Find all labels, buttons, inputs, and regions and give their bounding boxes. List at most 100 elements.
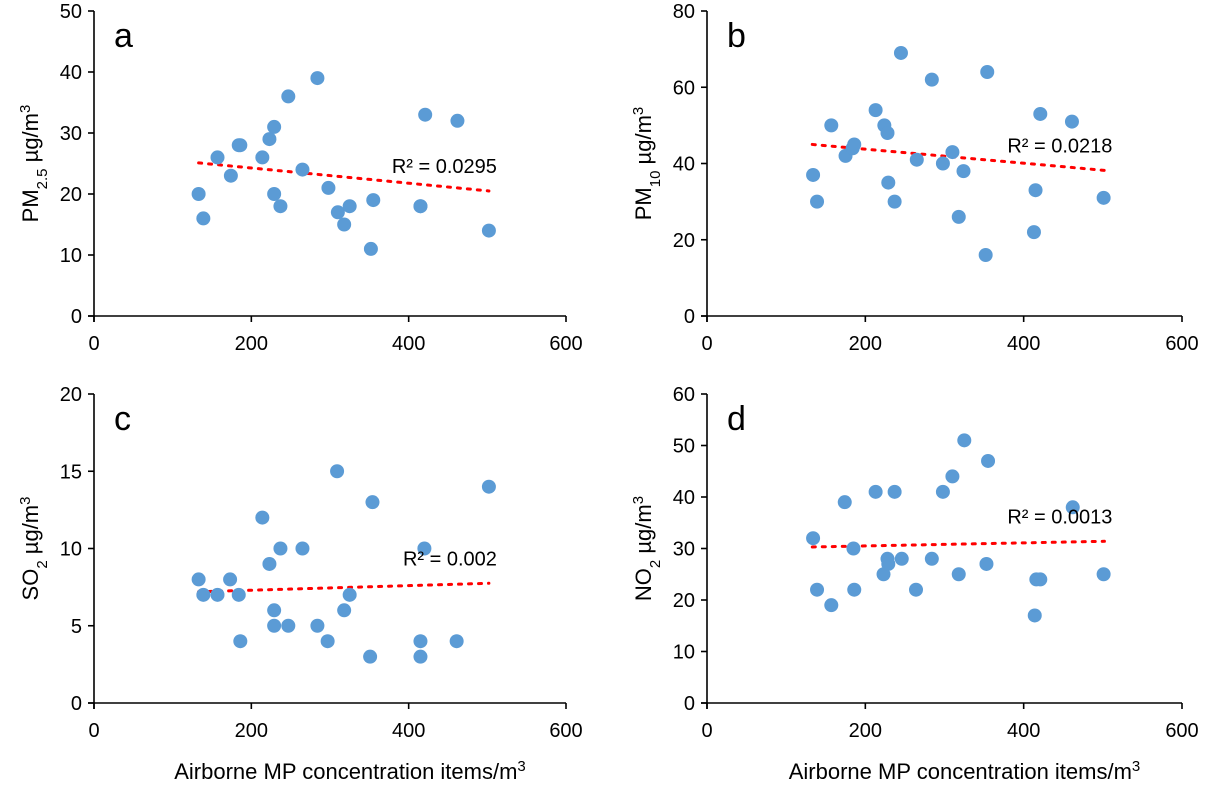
data-point — [267, 187, 282, 201]
data-point — [806, 531, 821, 546]
data-point — [1026, 225, 1041, 240]
data-point — [881, 556, 896, 571]
y-tick-label: 40 — [673, 154, 695, 176]
x-axis-label: Airborne MP concentration items/m3 — [789, 758, 1141, 785]
data-point — [894, 551, 909, 566]
y-tick-label: 0 — [71, 693, 82, 715]
data-point — [1033, 572, 1048, 587]
y-axis-label: SO2 µg/m3 — [17, 497, 51, 601]
data-point — [363, 649, 378, 664]
data-point — [223, 572, 238, 587]
data-point — [267, 603, 282, 618]
x-tick-label: 0 — [701, 333, 712, 355]
data-point — [281, 89, 296, 104]
data-point — [979, 556, 994, 571]
r-squared-label: R² = 0.002 — [403, 548, 497, 570]
x-tick-label: 600 — [549, 333, 582, 355]
data-point — [481, 223, 496, 238]
data-point — [481, 479, 496, 494]
data-point — [945, 145, 960, 160]
trendline — [197, 161, 491, 193]
data-point — [295, 541, 310, 556]
data-point — [295, 162, 310, 177]
data-point — [935, 484, 950, 499]
y-tick-label: 20 — [673, 230, 695, 252]
y-axis-label: NO2 µg/m3 — [630, 496, 664, 601]
data-point — [1027, 608, 1042, 623]
y-tick-label: 50 — [60, 1, 82, 23]
data-point — [337, 217, 352, 232]
y-tick-label: 60 — [673, 384, 695, 406]
panel-label: b — [727, 17, 746, 55]
data-point — [450, 113, 465, 128]
data-point — [909, 152, 924, 167]
data-point — [281, 618, 296, 633]
data-point — [449, 634, 464, 649]
data-point — [310, 618, 325, 633]
y-tick-label: 30 — [60, 123, 82, 145]
y-tick-label: 10 — [60, 539, 82, 561]
data-point — [887, 194, 902, 209]
y-tick-label: 15 — [60, 461, 82, 483]
x-axis-label: Airborne MP concentration items/m3 — [174, 758, 526, 785]
data-point — [1033, 106, 1048, 121]
data-point — [273, 541, 288, 556]
data-point — [887, 484, 902, 499]
data-point — [413, 634, 428, 649]
data-point — [847, 582, 862, 597]
panel-label: d — [727, 400, 746, 438]
data-point — [231, 587, 246, 602]
y-tick-label: 40 — [673, 487, 695, 509]
data-point — [935, 156, 950, 171]
x-tick-label: 600 — [1165, 720, 1198, 742]
data-point — [418, 107, 433, 122]
x-tick-label: 400 — [1007, 720, 1040, 742]
x-tick-label: 0 — [88, 720, 99, 742]
data-point — [945, 469, 960, 484]
y-tick-label: 30 — [673, 539, 695, 561]
data-point — [255, 510, 270, 525]
y-tick-label: 20 — [673, 590, 695, 612]
x-tick-label: 200 — [849, 720, 882, 742]
data-point — [262, 132, 277, 147]
data-point — [810, 194, 825, 209]
data-point — [320, 634, 335, 649]
x-tick-label: 200 — [849, 333, 882, 355]
r-squared-label: R² = 0.0295 — [392, 156, 497, 178]
data-point — [310, 71, 325, 86]
data-point — [978, 248, 993, 262]
data-point — [1064, 114, 1079, 129]
y-tick-label: 0 — [71, 306, 82, 328]
y-tick-label: 10 — [60, 245, 82, 267]
x-tick-label: 400 — [1007, 333, 1040, 355]
data-point — [1096, 567, 1111, 582]
y-tick-label: 80 — [673, 1, 695, 23]
data-point — [191, 572, 206, 587]
data-point — [267, 119, 282, 134]
r-squared-label: R² = 0.0013 — [1007, 506, 1112, 528]
y-tick-label: 0 — [684, 693, 695, 715]
data-point — [868, 103, 883, 118]
data-point — [255, 150, 270, 165]
data-point — [262, 556, 277, 571]
data-point — [337, 603, 352, 618]
y-tick-label: 40 — [60, 62, 82, 84]
data-point — [846, 541, 861, 556]
x-tick-label: 0 — [701, 720, 712, 742]
data-point — [321, 180, 336, 195]
x-tick-label: 600 — [1165, 333, 1198, 355]
data-point — [417, 541, 432, 556]
panel-a: 0 10 20 30 40 50 0 200 400 600 a PM2.5 µg/m3 R² = 0.… — [17, 1, 583, 355]
data-point — [1028, 183, 1043, 198]
data-point — [806, 167, 821, 182]
data-point — [951, 209, 966, 224]
data-point — [233, 634, 248, 649]
data-point — [980, 65, 995, 79]
data-point — [210, 587, 225, 602]
data-point — [366, 193, 381, 208]
data-point — [413, 649, 428, 664]
x-tick-label: 200 — [235, 333, 268, 355]
r-squared-label: R² = 0.0218 — [1007, 135, 1112, 157]
data-point — [330, 464, 345, 479]
